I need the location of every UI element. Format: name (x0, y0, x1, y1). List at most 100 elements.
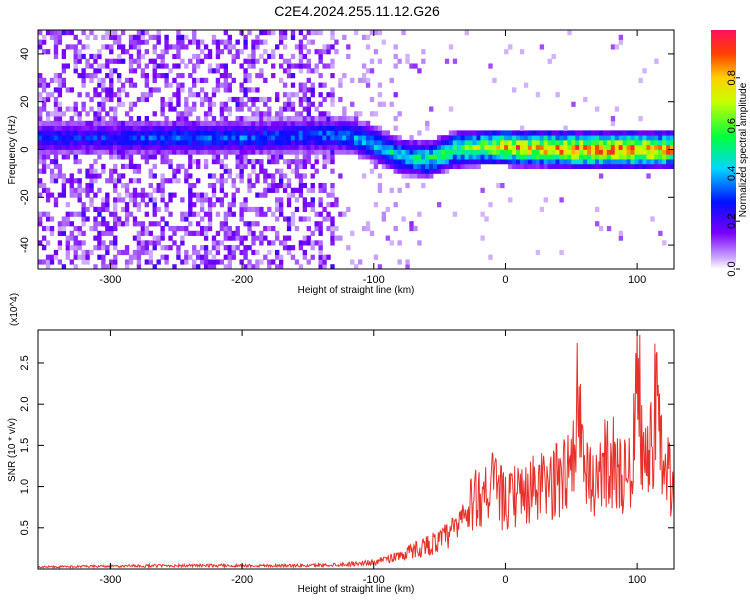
heatmap-cell (519, 149, 525, 155)
heatmap-cell (69, 125, 74, 131)
heatmap-cell (646, 154, 651, 160)
heatmap-cell (555, 154, 560, 160)
heatmap-cell (132, 39, 138, 45)
heatmap-cell (539, 206, 545, 213)
heatmap-cell (290, 192, 296, 198)
heatmap-cell (207, 144, 213, 150)
heatmap-cell (113, 30, 118, 36)
heatmap-cell (128, 53, 134, 60)
heatmap-cell (207, 101, 213, 107)
heatmap-cell (338, 120, 343, 126)
heatmap-cell (425, 120, 430, 126)
heatmap-cell (41, 235, 47, 241)
heatmap-cell (53, 73, 59, 79)
heatmap-cell (330, 225, 335, 232)
heatmap-cell (176, 63, 181, 69)
heatmap-cell (421, 182, 426, 189)
heatmap-cell (101, 135, 106, 141)
heatmap-cell (211, 92, 217, 98)
heatmap-cell (192, 92, 197, 98)
heatmap-cell (583, 139, 588, 146)
heatmap-cell (235, 173, 240, 179)
heatmap-cell (267, 53, 272, 60)
heatmap-cell (113, 116, 118, 122)
heatmap-cell (140, 68, 146, 74)
heatmap-cell (587, 135, 592, 141)
heatmap-cell (176, 245, 181, 251)
heatmap-cell (73, 249, 78, 256)
heatmap-cell (251, 168, 256, 174)
heatmap-cell (290, 245, 296, 251)
heatmap-cell (89, 53, 94, 60)
heatmap-cell (429, 149, 434, 155)
heatmap-cell (484, 130, 489, 136)
heatmap-cell (563, 135, 568, 141)
heatmap-cell (393, 163, 398, 170)
heatmap-cell (405, 58, 410, 64)
heatmap-cell (65, 30, 71, 36)
heatmap-cell (219, 221, 225, 227)
heatmap-cell (515, 154, 521, 160)
heatmap-cell (132, 254, 138, 260)
heatmap-cell (583, 159, 588, 165)
heatmap-cell (192, 182, 197, 189)
heatmap-cell (255, 106, 260, 112)
heatmap-cell (417, 130, 422, 136)
heatmap-cell (381, 130, 387, 136)
heatmap-cell (405, 259, 410, 265)
heatmap-cell (219, 39, 225, 45)
heatmap-cell (199, 259, 205, 265)
heatmap-cell (504, 154, 509, 160)
heatmap-cell (397, 149, 402, 155)
heatmap-cell (512, 87, 517, 93)
heatmap-cell (207, 264, 213, 270)
heatmap-cell (196, 120, 201, 126)
heatmap-cell (207, 173, 213, 179)
heatmap-cell (239, 178, 244, 184)
heatmap-cell (515, 130, 521, 136)
heatmap-cell (389, 240, 394, 246)
heatmap-cell (575, 139, 580, 146)
heatmap-cell (69, 30, 74, 36)
heatmap-cell (381, 101, 387, 107)
heatmap-cell (646, 139, 651, 146)
heatmap-cell (468, 139, 473, 146)
heatmap-cell (385, 206, 390, 213)
heatmap-cell (350, 130, 355, 136)
heatmap-cell (302, 34, 308, 40)
heatmap-cell (41, 259, 47, 265)
heatmap-cell (117, 149, 122, 155)
heatmap-cell (310, 240, 315, 246)
heatmap-cell (235, 96, 240, 103)
heatmap-cell (429, 139, 434, 146)
heatmap-cell (180, 216, 185, 222)
heatmap-cell (203, 120, 209, 126)
heatmap-cell (440, 149, 446, 155)
heatmap-cell (223, 135, 229, 141)
y-tick-label: 0.5 (19, 520, 31, 535)
heatmap-cell (634, 154, 639, 160)
heatmap-cell (199, 96, 205, 103)
heatmap-cell (666, 154, 671, 160)
heatmap-cell (211, 39, 217, 45)
snr-x-label: Height of straight line (km) (298, 584, 415, 595)
heatmap-cell (365, 149, 371, 155)
heatmap-cell (124, 264, 130, 270)
heatmap-cell (89, 106, 94, 112)
heatmap-cell (472, 154, 477, 160)
heatmap-cell (401, 149, 406, 155)
heatmap-cell (164, 202, 169, 208)
heatmap-cell (484, 135, 489, 141)
heatmap-cell (132, 139, 138, 146)
heatmap-cell (421, 139, 426, 146)
heatmap-cell (381, 135, 387, 141)
heatmap-cell (81, 254, 86, 260)
heatmap-cell (354, 120, 359, 126)
heatmap-cell (504, 159, 509, 165)
heatmap-cell (658, 159, 663, 165)
heatmap-cell (97, 135, 102, 141)
heatmap-cell (286, 125, 292, 131)
heatmap-cell (93, 245, 98, 251)
heatmap-cell (203, 96, 209, 103)
heatmap-cell (294, 173, 300, 179)
